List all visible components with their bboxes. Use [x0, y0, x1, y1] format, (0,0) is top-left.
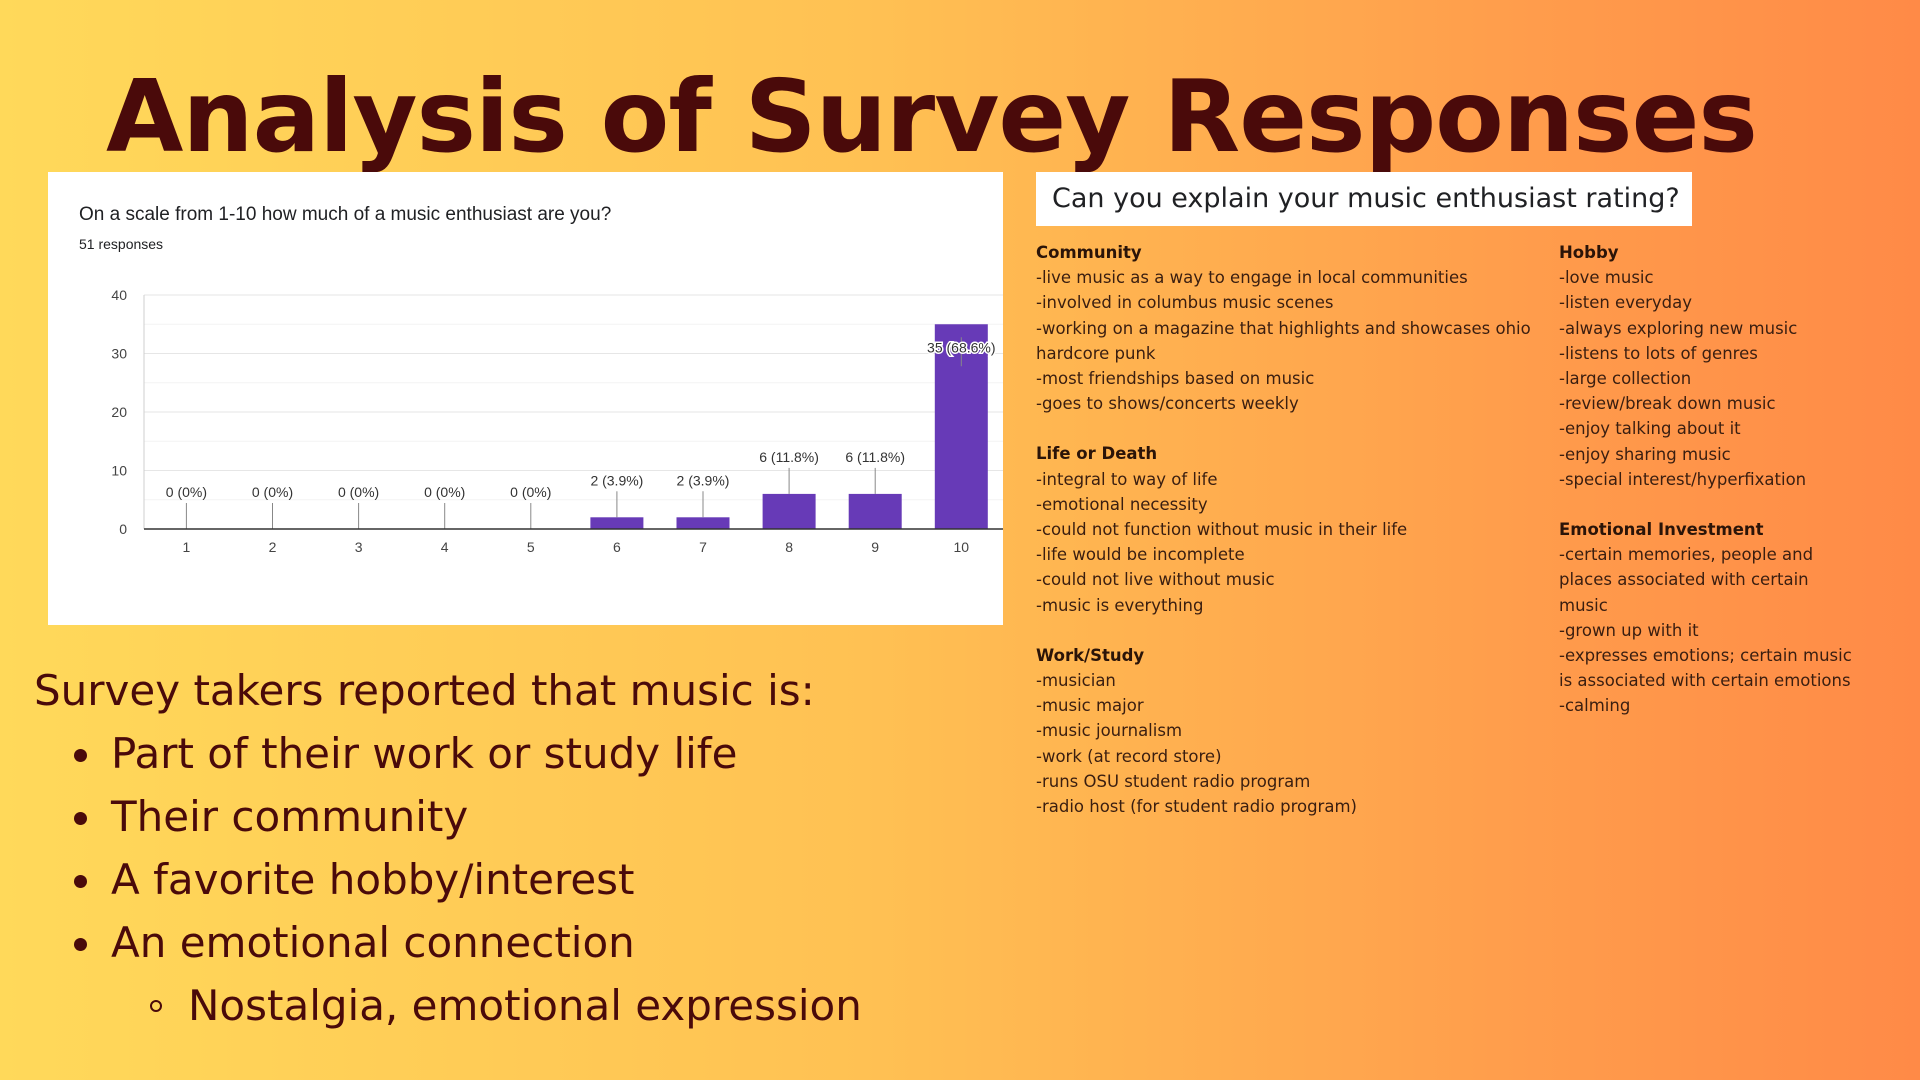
category-item: -music major	[1036, 696, 1144, 716]
x-tick-label: 3	[355, 539, 363, 555]
bar-data-label: 0 (0%)	[166, 484, 207, 500]
summary-bullet-list: Part of their work or study life Their c…	[34, 722, 934, 1037]
y-tick-label: 10	[111, 463, 127, 479]
category-item: -listen everyday	[1559, 293, 1693, 313]
category-item: -most friendships based on music	[1036, 369, 1315, 389]
category-item: -goes to shows/concerts weekly	[1036, 394, 1299, 414]
slide-title: Analysis of Survey Responses	[106, 58, 1758, 175]
bar-data-label: 0 (0%)	[252, 484, 293, 500]
x-tick-label: 9	[871, 539, 879, 555]
category-item: -enjoy sharing music	[1559, 444, 1731, 464]
summary-bullet: An emotional connection	[34, 911, 934, 974]
explain-question-banner: Can you explain your music enthusiast ra…	[1036, 172, 1692, 226]
bar	[590, 517, 644, 529]
x-tick-label: 5	[527, 539, 535, 555]
summary-bullet: A favorite hobby/interest	[34, 848, 934, 911]
x-tick-label: 1	[183, 539, 191, 555]
y-tick-label: 40	[111, 287, 127, 303]
summary-bullet: Part of their work or study life	[34, 722, 934, 785]
explain-column-right: Hobby -love music -listen everyday -always …	[1559, 240, 1859, 744]
bar-data-label: 0 (0%)	[510, 484, 551, 500]
summary-section: Survey takers reported that music is: Pa…	[34, 660, 934, 1037]
category-title: Community	[1036, 243, 1142, 262]
category-title: Work/Study	[1036, 645, 1145, 665]
category-item: -listens to lots of genres	[1559, 343, 1758, 363]
category-title: Emotional Investment	[1559, 520, 1764, 540]
category-item: -always exploring new music	[1559, 318, 1798, 338]
x-tick-label: 8	[785, 539, 793, 555]
bar-chart: 0 10 20 30 40 0 (0%) 1 0 (0%) 2 0 (0%) 3 0 (0%) 4 0 (…	[111, 287, 1003, 555]
category-group: Hobby -love music -listen everyday -always …	[1559, 240, 1859, 492]
category-item: -life would be incomplete	[1036, 545, 1245, 565]
bar-data-label: 35 (68.6%)	[927, 339, 995, 355]
category-item: -review/break down music	[1559, 394, 1776, 414]
bar	[762, 493, 816, 529]
category-item: -integral to way of life	[1036, 469, 1218, 489]
category-item: -certain memories, people and places ass…	[1559, 545, 1814, 615]
category-item: -expresses emotions; certain music is as…	[1559, 646, 1852, 691]
category-item: -calming	[1559, 696, 1631, 716]
category-group: Work/Study -musician -music major -music jo…	[1036, 643, 1536, 819]
category-item: -could not live without music	[1036, 570, 1275, 590]
category-title: Hobby	[1559, 243, 1619, 262]
x-tick-label: 7	[699, 539, 707, 555]
summary-bullet: Their community	[34, 785, 934, 848]
category-item: -music is everything	[1036, 595, 1204, 615]
category-item: -live music as a way to engage in local …	[1036, 268, 1468, 288]
x-tick-label: 10	[954, 539, 970, 555]
bar-data-label: 6 (11.8%)	[845, 449, 905, 465]
category-group: Community -live music as a way to engage …	[1036, 240, 1536, 416]
bar-data-label: 0 (0%)	[424, 484, 465, 500]
bar	[676, 517, 730, 529]
category-group: Emotional Investment -certain memories, p…	[1559, 517, 1859, 719]
chart-response-count: 51 responses	[79, 236, 164, 252]
bar-chart-card: On a scale from 1-10 how much of a music…	[48, 172, 1003, 625]
category-item: -grown up with it	[1559, 620, 1699, 640]
category-item: -runs OSU student radio program	[1036, 771, 1311, 791]
category-item: -love music	[1559, 268, 1654, 288]
bar-data-label: 0 (0%)	[338, 484, 379, 500]
category-item: -involved in columbus music scenes	[1036, 293, 1334, 313]
category-item: -could not function without music in the…	[1036, 520, 1408, 540]
category-item: -emotional necessity	[1036, 494, 1208, 514]
y-tick-label: 20	[111, 404, 127, 420]
bar-data-label: 2 (3.9%)	[590, 472, 643, 488]
category-item: -enjoy talking about it	[1559, 419, 1741, 439]
bar-data-label: 6 (11.8%)	[759, 449, 819, 465]
category-item: -musician	[1036, 671, 1116, 691]
category-title: Life or Death	[1036, 444, 1158, 464]
chart-question: On a scale from 1-10 how much of a music…	[79, 204, 612, 225]
x-tick-label: 6	[613, 539, 621, 555]
summary-sub-bullet: Nostalgia, emotional expression	[34, 974, 934, 1037]
bar-data-label: 2 (3.9%)	[677, 472, 730, 488]
category-item: -working on a magazine that highlights a…	[1036, 318, 1531, 363]
x-tick-label: 2	[269, 539, 277, 555]
y-tick-label: 0	[119, 521, 127, 537]
bar	[848, 493, 902, 529]
explain-column-left: Community -live music as a way to engage …	[1036, 240, 1536, 844]
category-item: -music journalism	[1036, 721, 1183, 741]
category-item: -large collection	[1559, 369, 1692, 389]
y-tick-label: 30	[111, 346, 127, 362]
x-tick-label: 4	[441, 539, 449, 555]
category-group: Life or Death -integral to way of life -em…	[1036, 441, 1536, 617]
category-item: -radio host (for student radio program)	[1036, 797, 1357, 817]
category-item: -special interest/hyperfixation	[1559, 469, 1807, 489]
summary-lead: Survey takers reported that music is:	[34, 666, 815, 715]
category-item: -work (at record store)	[1036, 746, 1222, 766]
